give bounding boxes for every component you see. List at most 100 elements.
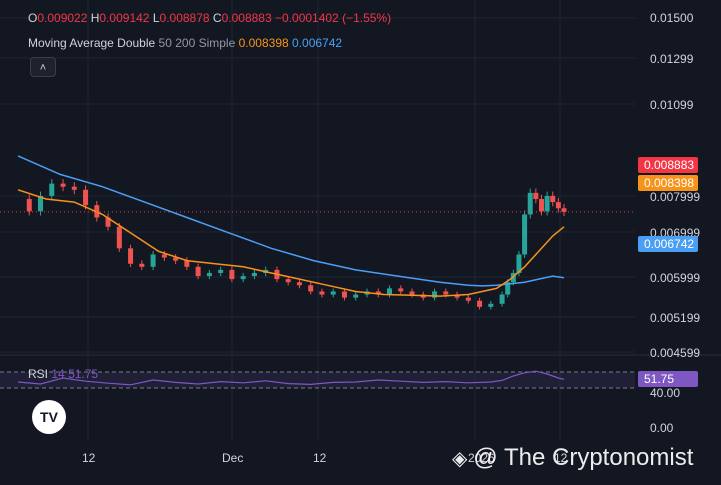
time-label: 2026: [468, 451, 495, 465]
candle-body: [544, 195, 550, 212]
candle-body: [550, 195, 556, 203]
candle-body: [499, 294, 505, 304]
ma50-value: 0.008398: [238, 36, 289, 50]
candle-body: [26, 199, 32, 212]
candle-body: [38, 195, 44, 212]
candle-body: [60, 183, 66, 187]
candle-body: [49, 183, 55, 196]
rsi-legend[interactable]: RSI 14 51.75: [28, 367, 98, 381]
rsi-period: 14: [51, 367, 65, 381]
candle-body: [353, 294, 359, 298]
price-tick: 0.005999: [650, 271, 701, 285]
candle-body: [83, 189, 89, 206]
low-value: 0.008878: [159, 11, 210, 25]
candle-body: [173, 257, 179, 261]
change-value: −0.0001402 (−1.55%): [275, 11, 392, 25]
candles: [26, 179, 567, 310]
candle-body: [296, 282, 302, 286]
price-tick: 0.01299: [650, 52, 694, 66]
close-label: C: [212, 11, 222, 25]
ma-legend[interactable]: Moving Average Double 50 200 Simple 0.00…: [28, 36, 342, 50]
grid-lines: [0, 0, 721, 440]
candle-body: [465, 297, 471, 301]
price-tick: 0.01099: [650, 98, 694, 112]
candle-body: [488, 303, 494, 307]
candle-body: [308, 285, 314, 292]
high-label: H: [90, 11, 100, 25]
candle-body: [409, 291, 415, 295]
price-axis[interactable]: 0.01500 0.01299 0.01099 0.007999 0.00699…: [640, 0, 721, 445]
candle-body: [516, 254, 522, 273]
rsi-tick: 0.00: [650, 421, 674, 435]
candle-body: [105, 217, 111, 227]
ma-legend-params: 50 200 Simple: [158, 36, 236, 50]
candle-body: [150, 254, 156, 267]
candle-body: [139, 263, 145, 267]
candle-body: [319, 291, 325, 295]
candle-body: [432, 291, 438, 298]
time-label: 12: [82, 451, 96, 465]
cryptonomist-logo-icon: ◈: [452, 448, 468, 470]
price-tick: 0.007999: [650, 190, 701, 204]
time-label: Dec: [222, 451, 244, 465]
candle-body: [71, 186, 77, 190]
ma50-line: [17, 189, 565, 297]
rsi-value: 51.75: [68, 367, 99, 381]
close-value: 0.008883: [221, 11, 272, 25]
candle-body: [116, 226, 122, 249]
candle-body: [387, 288, 393, 295]
open-value: 0.009022: [37, 11, 88, 25]
candle-body: [538, 199, 544, 212]
candle-body: [206, 272, 212, 277]
rsi-line: [17, 370, 565, 386]
ma50-tag: 0.008398: [638, 175, 698, 191]
price-tick: 0.004599: [650, 346, 701, 360]
rsi-tick: 40.00: [650, 386, 681, 400]
candle-body: [128, 248, 134, 264]
rsi-title: RSI: [28, 367, 49, 381]
candle-body: [522, 214, 528, 255]
candle-body: [555, 202, 561, 209]
collapse-legend-button[interactable]: ˄: [30, 57, 56, 77]
candle-body: [527, 192, 533, 215]
chevron-up-icon: ˄: [39, 62, 47, 74]
candle-body: [161, 254, 167, 258]
price-tick: 0.005199: [650, 311, 701, 325]
ma-legend-title: Moving Average Double: [28, 36, 156, 50]
time-label: 12: [313, 451, 327, 465]
candle-body: [533, 192, 539, 200]
candle-body: [454, 294, 460, 298]
candle-body: [195, 266, 201, 277]
candle-body: [330, 291, 336, 295]
time-label: 12: [554, 451, 568, 465]
candle-body: [443, 291, 449, 295]
rsi-band: [0, 371, 635, 389]
rsi-band-fill: [0, 372, 635, 388]
rsi-tag: 51.75: [638, 371, 698, 387]
candle-body: [240, 276, 246, 280]
candle-body: [285, 279, 291, 283]
candle-body: [477, 300, 483, 307]
ohlc-legend: O0.009022 H0.009142 L0.008878 C0.008883 …: [28, 11, 391, 25]
price-tag: 0.008883: [638, 157, 698, 173]
watermark-text: @ The Cryptonomist: [473, 444, 694, 471]
candle-body: [341, 291, 347, 298]
candle-body: [229, 269, 235, 280]
ma200-value: 0.006742: [292, 36, 343, 50]
ma200-line: [17, 155, 565, 287]
open-label: O: [28, 11, 38, 25]
candle-body: [375, 291, 381, 295]
ma200-tag: 0.006742: [638, 236, 698, 252]
high-value: 0.009142: [99, 11, 150, 25]
candle-body: [561, 208, 567, 212]
candle-body: [184, 260, 190, 267]
candle-body: [398, 288, 404, 292]
candle-body: [218, 269, 224, 273]
low-label: L: [152, 11, 160, 25]
tradingview-logo[interactable]: TV: [32, 400, 66, 434]
price-tick: 0.01500: [650, 11, 694, 25]
candle-body: [251, 272, 257, 277]
candle-body: [505, 282, 511, 295]
watermark: ◈ @ The Cryptonomist: [452, 444, 693, 472]
